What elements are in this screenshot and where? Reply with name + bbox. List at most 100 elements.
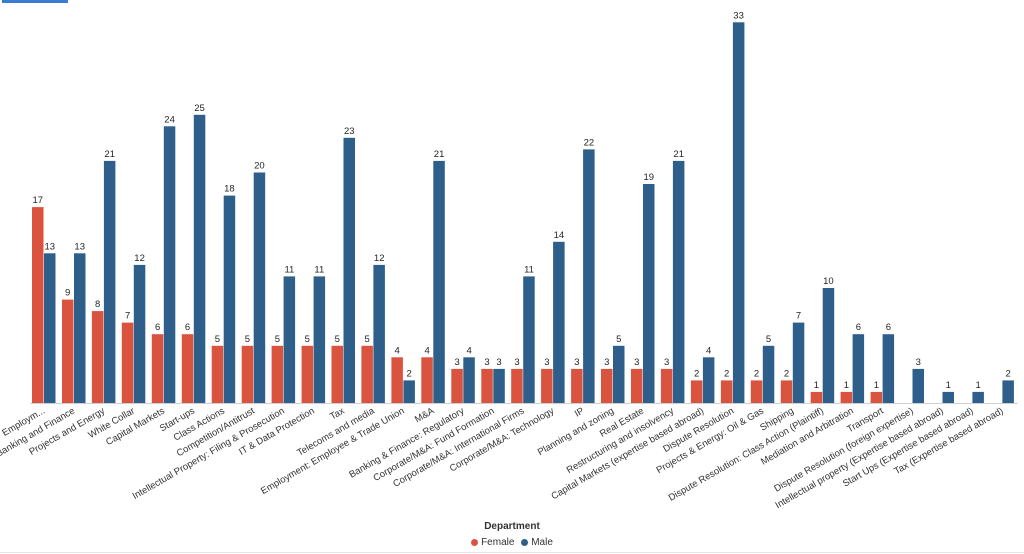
bar-male-2[interactable] xyxy=(103,160,116,404)
value-label-female-6: 5 xyxy=(215,334,220,345)
bar-male-26[interactable] xyxy=(822,288,835,404)
value-label-male-19: 5 xyxy=(616,334,621,345)
value-label-male-8: 11 xyxy=(284,264,294,275)
bar-female-23[interactable] xyxy=(720,380,733,404)
bar-female-24[interactable] xyxy=(750,380,763,404)
legend-item-female[interactable]: Female xyxy=(471,537,514,548)
bar-male-8[interactable] xyxy=(283,276,296,404)
bar-female-3[interactable] xyxy=(121,322,134,404)
top-accent-bar xyxy=(2,0,68,3)
value-label-male-5: 25 xyxy=(194,103,205,114)
bar-male-3[interactable] xyxy=(133,264,146,404)
bar-female-21[interactable] xyxy=(660,368,673,404)
bar-female-25[interactable] xyxy=(780,380,793,404)
bar-female-28[interactable] xyxy=(870,391,883,404)
value-label-male-24: 5 xyxy=(766,334,771,345)
bar-male-10[interactable] xyxy=(343,137,356,404)
value-label-female-3: 7 xyxy=(125,311,130,322)
value-label-male-9: 11 xyxy=(314,264,324,275)
bar-male-6[interactable] xyxy=(223,195,236,404)
value-label-female-14: 3 xyxy=(454,357,459,368)
bar-female-5[interactable] xyxy=(181,334,194,404)
bar-female-19[interactable] xyxy=(601,368,613,404)
legend-title: Department xyxy=(484,521,540,532)
bar-female-18[interactable] xyxy=(571,368,583,404)
bar-female-12[interactable] xyxy=(391,357,403,404)
bar-male-0[interactable] xyxy=(44,253,56,404)
bar-male-31[interactable] xyxy=(972,391,984,404)
bar-male-21[interactable] xyxy=(672,160,685,404)
bar-male-29[interactable] xyxy=(912,368,925,404)
bar-male-11[interactable] xyxy=(373,264,385,404)
bar-female-1[interactable] xyxy=(62,299,74,404)
bar-female-7[interactable] xyxy=(241,345,254,404)
bar-male-13[interactable] xyxy=(433,160,445,404)
bar-male-7[interactable] xyxy=(253,172,266,404)
bar-female-2[interactable] xyxy=(91,311,104,404)
value-label-male-3: 12 xyxy=(134,253,145,264)
bar-female-11[interactable] xyxy=(361,345,373,404)
bar-male-23[interactable] xyxy=(732,22,745,404)
value-label-male-13: 21 xyxy=(434,149,445,160)
value-label-male-15: 3 xyxy=(496,357,501,368)
bar-male-22[interactable] xyxy=(702,357,715,404)
bar-female-17[interactable] xyxy=(541,368,553,404)
value-label-male-14: 4 xyxy=(466,345,471,356)
bars-layer xyxy=(32,22,1014,404)
value-label-male-26: 10 xyxy=(823,276,834,287)
value-label-female-19: 3 xyxy=(604,357,609,368)
value-label-female-2: 8 xyxy=(95,299,100,310)
value-label-male-29: 3 xyxy=(916,357,921,368)
bar-male-12[interactable] xyxy=(403,380,415,404)
x-tick-label-10: Tax xyxy=(328,405,347,422)
value-label-female-23: 2 xyxy=(724,368,729,379)
bar-male-14[interactable] xyxy=(463,357,475,404)
bar-female-0[interactable] xyxy=(32,207,44,404)
value-label-male-2: 21 xyxy=(104,149,115,160)
legend-label-male: Male xyxy=(531,537,553,548)
bar-male-20[interactable] xyxy=(643,184,655,404)
value-label-female-9: 5 xyxy=(305,334,310,345)
value-label-female-18: 3 xyxy=(574,357,579,368)
bar-female-13[interactable] xyxy=(421,357,433,404)
value-label-male-0: 13 xyxy=(45,241,56,252)
value-label-female-13: 4 xyxy=(424,345,429,356)
bar-female-10[interactable] xyxy=(331,345,344,404)
value-label-male-12: 2 xyxy=(406,368,411,379)
bar-male-27[interactable] xyxy=(852,334,865,404)
bar-male-4[interactable] xyxy=(163,126,176,404)
bar-male-1[interactable] xyxy=(74,253,86,404)
bar-male-9[interactable] xyxy=(313,276,326,404)
bar-female-20[interactable] xyxy=(631,368,643,404)
value-label-male-21: 21 xyxy=(673,149,684,160)
bar-female-15[interactable] xyxy=(481,368,493,404)
bar-male-17[interactable] xyxy=(553,241,565,404)
value-label-female-7: 5 xyxy=(245,334,250,345)
value-label-female-8: 5 xyxy=(275,334,280,345)
bar-female-8[interactable] xyxy=(271,345,284,404)
bar-female-22[interactable] xyxy=(690,380,703,404)
bar-male-28[interactable] xyxy=(882,334,895,404)
bar-male-5[interactable] xyxy=(193,114,206,404)
bar-female-14[interactable] xyxy=(451,368,463,404)
legend-dot-female xyxy=(471,539,479,546)
bar-female-9[interactable] xyxy=(301,345,314,404)
legend-item-male[interactable]: Male xyxy=(521,537,553,548)
bar-male-30[interactable] xyxy=(942,391,955,404)
bar-male-15[interactable] xyxy=(493,368,505,404)
bar-female-6[interactable] xyxy=(211,345,224,404)
bar-male-25[interactable] xyxy=(792,322,805,404)
bar-female-26[interactable] xyxy=(810,391,823,404)
value-label-female-10: 5 xyxy=(335,334,340,345)
bar-male-24[interactable] xyxy=(762,345,775,404)
bar-female-27[interactable] xyxy=(840,391,853,404)
value-label-male-18: 22 xyxy=(584,137,595,148)
value-label-male-30: 1 xyxy=(946,380,951,391)
bar-male-19[interactable] xyxy=(613,345,625,404)
bar-female-16[interactable] xyxy=(511,368,523,404)
bar-male-16[interactable] xyxy=(523,276,535,404)
bar-male-18[interactable] xyxy=(583,149,595,404)
bar-male-32[interactable] xyxy=(1002,380,1014,404)
bar-female-4[interactable] xyxy=(151,334,164,404)
